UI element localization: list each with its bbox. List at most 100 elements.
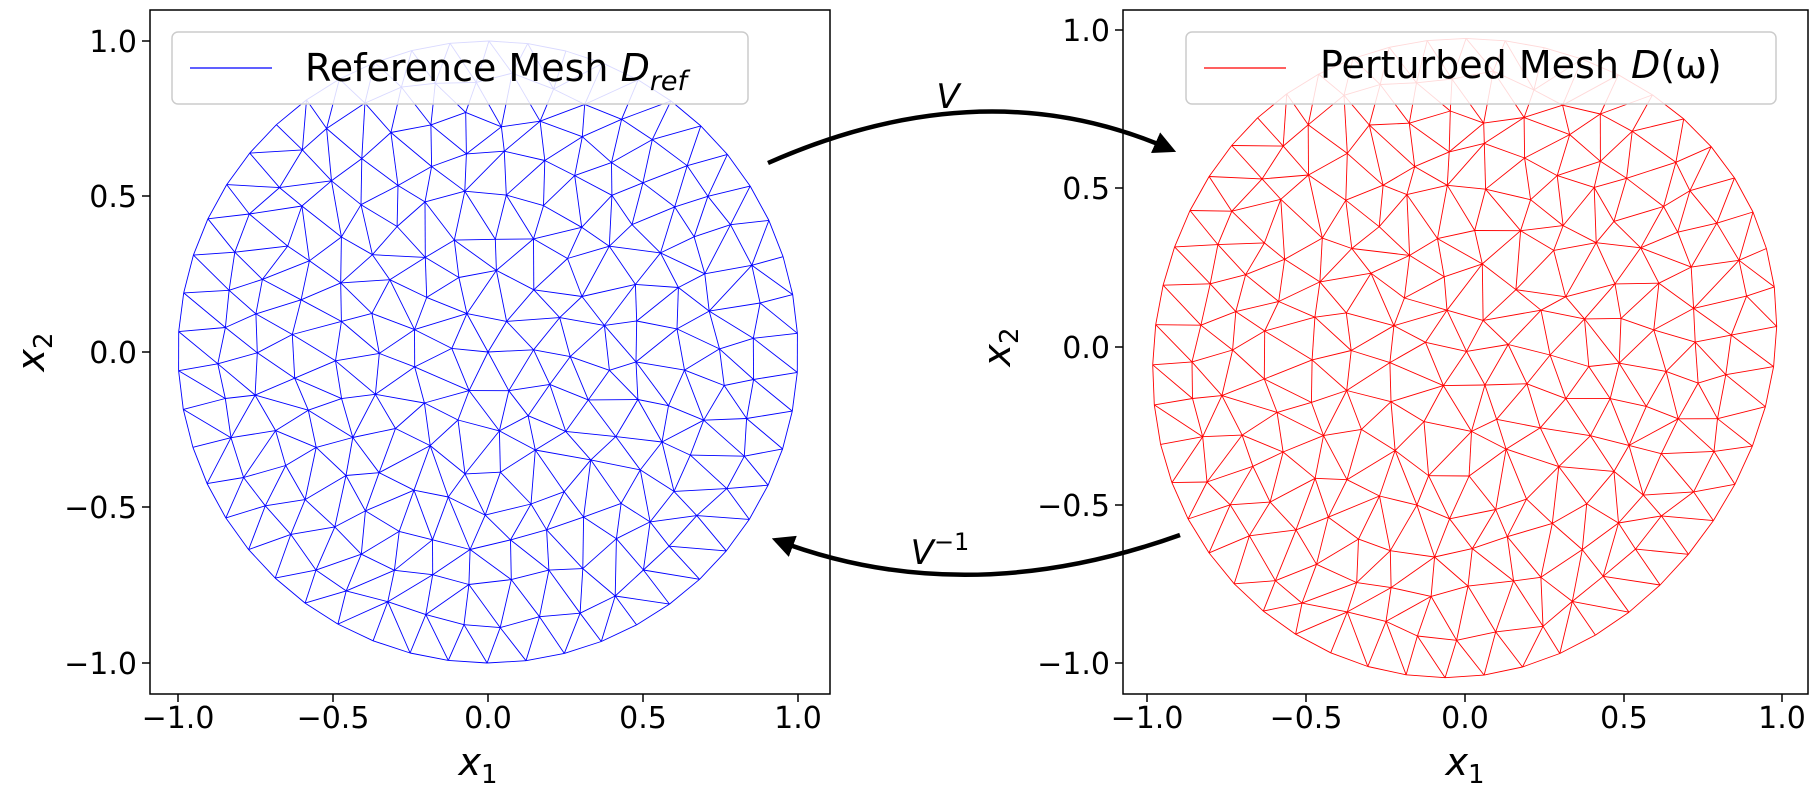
reference-mesh-edge [432, 539, 471, 550]
perturbed-mesh-edge [1593, 161, 1601, 188]
perturbed-mesh-edge [1738, 211, 1754, 261]
reference-mesh-edge [753, 332, 798, 339]
reference-mesh-edge [499, 627, 527, 661]
perturbed-y-tick-label: 0.0 [1062, 331, 1110, 366]
reference-mesh-edge [748, 484, 769, 520]
reference-mesh-edge [616, 538, 644, 571]
reference-mesh-edge [254, 352, 258, 396]
perturbed-mesh-edge [1206, 465, 1254, 483]
reference-mesh-edge [668, 405, 704, 421]
reference-mesh-edge [569, 325, 605, 357]
reference-mesh-edge [453, 191, 466, 241]
reference-mesh-edge [192, 447, 208, 484]
reference-mesh-edge [661, 441, 675, 492]
reference-mesh-edge [539, 103, 585, 122]
reference-mesh-edge [464, 150, 505, 192]
perturbed-mesh-edge [1495, 625, 1544, 633]
perturbed-mesh-edge [1390, 385, 1444, 403]
reference-mesh-edge [614, 569, 644, 597]
reference-mesh-edge [696, 515, 750, 520]
perturbed-mesh-edge [1506, 536, 1542, 578]
perturbed-mesh-edge [1661, 515, 1689, 555]
reference-x-tick-label: 0.5 [619, 701, 667, 736]
reference-mesh-edge [487, 351, 510, 391]
reference-mesh-edge [465, 111, 502, 128]
perturbed-mesh-edge [1495, 498, 1527, 510]
reference-mesh-edge [424, 390, 470, 404]
reference-mesh-edge [304, 447, 317, 500]
perturbed-mesh-edge [1595, 221, 1615, 243]
perturbed-mesh-edge [1385, 587, 1392, 622]
reference-mesh-edge [274, 534, 292, 579]
reference-mesh-edge [500, 126, 505, 152]
reference-mesh-edge [225, 327, 258, 354]
perturbed-mesh-edge [1632, 118, 1684, 132]
perturbed-mesh-edge [1468, 475, 1497, 510]
reference-mesh-edge [304, 569, 317, 604]
reference-mesh-edge [378, 472, 415, 491]
perturbed-mesh-edge [1152, 364, 1193, 399]
reference-mesh-edge [539, 570, 550, 617]
reference-mesh-edge [673, 491, 698, 516]
reference-mesh-edge [506, 321, 534, 351]
reference-mesh-edge [693, 196, 709, 237]
perturbed-x-tick-label: −0.5 [1270, 701, 1343, 736]
reference-mesh-edge [484, 514, 511, 541]
reference-mesh-edge [676, 310, 710, 330]
perturbed-mesh-edge [1346, 312, 1395, 327]
reference-mesh-edge [503, 151, 507, 196]
perturbed-mesh-edge [1208, 535, 1250, 554]
perturbed-mesh-edge [1483, 309, 1542, 321]
perturbed-mesh-edge [1284, 237, 1323, 260]
perturbed-mesh-edge [1404, 297, 1448, 311]
perturbed-mesh-edge [1569, 134, 1601, 162]
perturbed-mesh-edge [1572, 575, 1604, 602]
reference-mesh-edge [340, 236, 342, 283]
perturbed-mesh-edge [1542, 626, 1561, 654]
perturbed-mesh-edge [1301, 602, 1348, 613]
reference-mesh-edge [424, 190, 465, 203]
perturbed-mesh-edge [1602, 548, 1636, 577]
perturbed-mesh-edge [1252, 466, 1271, 503]
perturbed-mesh-edge [1556, 175, 1564, 226]
reference-mesh-edge [423, 402, 431, 446]
reference-mesh-edge [304, 602, 339, 625]
reference-mesh-edge [642, 139, 653, 183]
perturbed-mesh-edge [1446, 310, 1467, 352]
reference-mesh-edge [661, 419, 704, 443]
perturbed-mesh-edge [1345, 199, 1380, 228]
reference-mesh-edge [425, 574, 434, 615]
perturbed-mesh-edge [1658, 266, 1692, 284]
perturbed-mesh-edge [1217, 211, 1233, 245]
perturbed-mesh-edge [1663, 162, 1677, 207]
reference-mesh-edge [375, 366, 415, 395]
forward-map-arrow [767, 109, 1177, 166]
perturbed-mesh-edge [1423, 385, 1444, 422]
reference-mesh-edge [751, 220, 770, 266]
reference-mesh-edge [224, 398, 232, 438]
reference-mesh-edge [565, 399, 589, 432]
reference-mesh-edge [669, 545, 727, 552]
reference-mesh-edge [425, 614, 465, 626]
reference-mesh-edge [346, 569, 395, 592]
perturbed-mesh-edge [1358, 538, 1391, 552]
perturbed-mesh-edge [1565, 283, 1616, 298]
perturbed-mesh-edge [1549, 354, 1567, 399]
reference-mesh-edge [228, 252, 236, 291]
perturbed-mesh-edge [1540, 576, 1573, 602]
perturbed-mesh-edge [1316, 517, 1329, 565]
reference-mesh-edge [335, 352, 380, 362]
perturbed-mesh-edge [1596, 242, 1641, 249]
reference-mesh-edge [684, 369, 705, 421]
perturbed-mesh-edge [1595, 242, 1616, 285]
reference-mesh-edge [636, 603, 670, 626]
reference-mesh-edge [249, 187, 280, 215]
reference-mesh-edge [486, 627, 501, 664]
perturbed-mesh-edge [1474, 230, 1483, 264]
perturbed-mesh-edge [1505, 427, 1541, 450]
reference-mesh-edge [424, 201, 455, 241]
reference-mesh-edge [371, 312, 415, 331]
reference-mesh-edge [501, 120, 541, 128]
perturbed-mesh-edge [1217, 242, 1265, 246]
reference-mesh-edge [468, 390, 500, 432]
